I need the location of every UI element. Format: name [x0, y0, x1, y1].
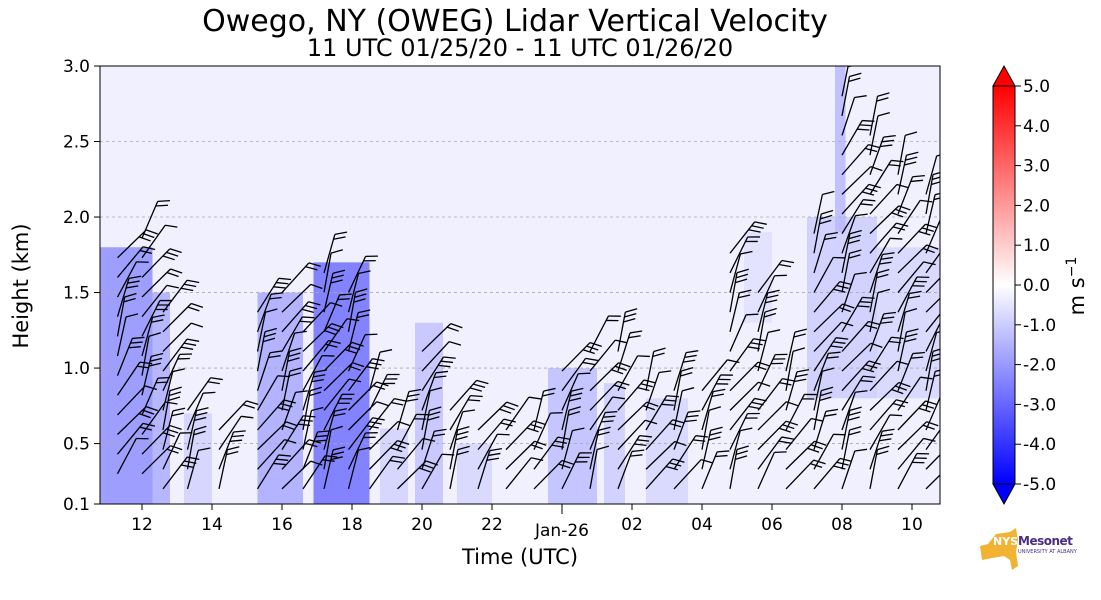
barb-column-12: [421, 323, 463, 490]
barb-column-1: [141, 199, 183, 475]
barb-column-25: [785, 328, 827, 490]
barb-column-10: [368, 349, 410, 490]
colorbar-min-arrow: [992, 483, 1016, 506]
barb-column-19: [617, 308, 659, 490]
colorbar-max-arrow: [992, 64, 1016, 87]
colorbar-tick-label-7: -2.0: [1023, 356, 1056, 376]
logo-nys-text: NYS: [993, 535, 1019, 548]
barb-column-6: [281, 262, 323, 490]
y-tick-label-3: 1.5: [63, 284, 90, 304]
barb-column-15: [505, 396, 547, 490]
colorbar-tick-label-1: 4.0: [1023, 117, 1050, 137]
velocity-field: [100, 66, 940, 504]
colorbar-unit: m s: [1065, 277, 1089, 315]
barb-column-5: [256, 277, 299, 490]
barb-column-7: [302, 302, 344, 490]
barb-column-11: [396, 388, 438, 490]
barb-column-8: [323, 231, 365, 490]
velocity-region-13: [835, 66, 846, 233]
wind-barbs: [116, 66, 940, 490]
x-tick-label-3: 18: [341, 515, 363, 535]
x-tick-label-8: 06: [761, 515, 783, 535]
y-tick-label-2: 1.0: [63, 359, 90, 379]
logo-mesonet-text: Mesonet: [1018, 534, 1073, 548]
barb-column-23: [729, 221, 771, 490]
barb-column-28: [869, 92, 911, 490]
velocity-region-9: [604, 383, 625, 504]
barb-column-2: [162, 279, 204, 490]
colorbar-tick-label-5: 0.0: [1023, 276, 1050, 296]
barb-column-20: [645, 347, 687, 490]
y-tick-label-1: 0.5: [63, 435, 90, 455]
barb-column-29: [897, 131, 939, 490]
logo-university-text: UNIVERSITY AT ALBANY: [1018, 549, 1077, 555]
colorbar: 5.0 4.0 3.0 2.0 1.0 0.0 -1.0 -2.0 -3.0 -4.0 -5.0 m…: [992, 64, 1089, 506]
y-axis-label: Height (km): [9, 223, 33, 348]
velocity-region-10: [646, 398, 688, 504]
colorbar-tick-label-4: 1.0: [1023, 236, 1050, 256]
y-tick-label-6: 3.0: [63, 57, 90, 77]
barb-column-4: [218, 400, 259, 490]
velocity-region-11: [744, 232, 772, 323]
x-tick-label-7: 04: [691, 515, 713, 535]
x-date-tick-label: Jan-26: [534, 521, 589, 541]
x-tick-label-6: 02: [621, 515, 643, 535]
barb-column-3: [186, 377, 223, 490]
velocity-region-1: [152, 292, 170, 504]
x-tick-label-9: 08: [831, 515, 853, 535]
colorbar-unit-exponent: −1: [1064, 257, 1080, 278]
colorbar-label: m s−1: [1064, 257, 1089, 316]
gridlines: [100, 141, 940, 444]
x-axis: 12 14 16 18 20 22 02 04 06 08 10 Jan-26: [131, 504, 923, 541]
colorbar-body: [992, 85, 1016, 485]
colorbar-tick-label-3: 2.0: [1023, 196, 1050, 216]
x-tick-label-0: 12: [131, 515, 153, 535]
barb-column-18: [589, 315, 631, 490]
barb-column-17: [561, 341, 602, 490]
barb-column-14: [477, 401, 519, 490]
y-tick-label-0: 0.1: [63, 495, 90, 515]
y-axis: 0.1 0.5 1.0 1.5 2.0 2.5 3.0: [63, 57, 100, 515]
colorbar-tick-label-10: -5.0: [1023, 475, 1056, 495]
x-tick-label-2: 16: [271, 515, 293, 535]
velocity-region-4: [313, 262, 370, 504]
x-tick-label-4: 20: [411, 515, 433, 535]
x-tick-label-5: 22: [481, 515, 503, 535]
chart-title: Owego, NY (OWEG) Lidar Vertical Velocity: [202, 4, 828, 39]
x-tick-label-1: 14: [201, 515, 223, 535]
colorbar-tick-label-9: -4.0: [1023, 435, 1056, 455]
barb-column-21: [673, 350, 714, 490]
barb-column-9: [347, 255, 389, 490]
barb-column-22: [701, 359, 740, 490]
plot-frame: [99, 65, 941, 505]
nys-mesonet-logo: [980, 528, 1018, 570]
barb-column-26: [813, 190, 855, 490]
velocity-region-5: [380, 428, 408, 504]
barb-column-13: [449, 379, 489, 490]
barb-column-24: [757, 259, 799, 490]
colorbar-tick-label-6: -1.0: [1023, 316, 1056, 336]
colorbar-tick-label-2: 3.0: [1023, 157, 1050, 177]
colorbar-tick-label-0: 5.0: [1023, 77, 1050, 97]
x-axis-label: Time (UTC): [461, 545, 578, 569]
y-tick-label-5: 2.5: [63, 133, 90, 153]
barb-column-27: [841, 66, 883, 490]
velocity-region-0: [100, 247, 153, 504]
chart-subtitle: 11 UTC 01/25/20 - 11 UTC 01/26/20: [306, 34, 734, 62]
x-tick-label-10: 10: [901, 515, 923, 535]
y-tick-label-4: 2.0: [63, 208, 90, 228]
colorbar-tick-label-8: -3.0: [1023, 395, 1056, 415]
